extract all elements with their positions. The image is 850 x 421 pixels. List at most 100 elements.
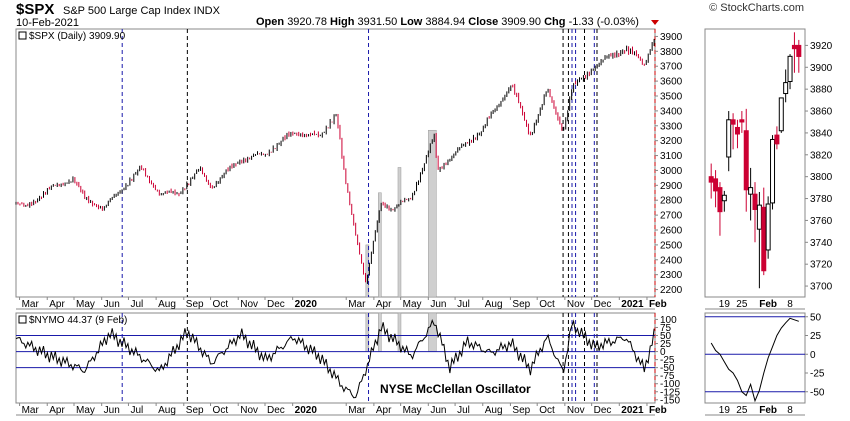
candle-body [752,193,758,210]
candle-y-tick-label: 3720 [810,260,833,271]
oscillator-y-tick-label: 100 [660,315,677,326]
oscillator-y-tick-label: 50 [660,331,672,342]
candle-body [708,176,714,183]
high-label: High [330,16,355,28]
oscillator-y-tick-label: 0 [660,347,666,358]
date-tick-label: Jun [430,299,446,310]
date-tick-label: Jul [130,299,143,310]
candle-body [748,187,754,195]
mini-y-tick-label: 25 [810,331,822,342]
high-value: 3931.50 [357,16,398,28]
oscillator-y-tick-label: -100 [660,379,680,390]
candle-body [721,194,727,202]
mini-y-tick-label: -25 [810,369,825,380]
candle-y-tick-label: 3820 [810,150,833,161]
price-y-tick-label: 2400 [660,255,683,266]
date-tick-label: Feb [649,299,667,310]
oscillator-y-tick-label: -75 [660,371,675,382]
date-tick-label: May [403,405,422,416]
candle-date-label: 19 [719,299,731,310]
shaded-period-oscillator [428,312,437,352]
oscillator-y-tick-label: -150 [660,395,680,406]
date-tick-label: Aug [158,405,176,416]
mini-oscillator-frame [704,312,806,404]
candle-body [730,119,736,125]
price-panel-frame [15,28,656,298]
date-tick-label: Apr [376,405,392,416]
date-tick-label: Aug [485,299,503,310]
price-y-tick-label: 2800 [660,196,683,207]
candle-date-label: 25 [736,299,748,310]
date-tick-label: 2020 [295,299,318,310]
date-tick-label: Jun [104,405,120,416]
oscillator-y-tick-label: 25 [660,339,672,350]
candle-body [726,119,732,158]
candle-y-tick-label: 3840 [810,128,833,139]
shaded-period-price [397,167,402,298]
low-label: Low [400,16,423,28]
price-y-tick-label: 2200 [660,285,683,296]
oscillator-y-tick-label: -50 [660,363,675,374]
candle-body [717,187,723,213]
mini-date-label: Feb [759,405,777,416]
shaded-period-oscillator [365,312,370,352]
oscillator-legend-text: $NYMO 44.37 (9 Feb) [29,315,127,326]
date-tick-label: Mar [22,299,40,310]
date-tick-label: Nov [240,405,258,416]
spx-price-series [15,38,655,284]
date-tick-label: Jul [130,405,143,416]
chg-value: -1.33 (-0.03%) [568,16,639,28]
oscillator-legend-swatch [18,315,27,324]
ohlc-readout: Open 3920.78 High 3931.50 Low 3884.94 Cl… [256,16,639,28]
mini-nymo-series [710,317,799,403]
oscillator-title: NYSE McClellan Oscillator [380,382,531,396]
open-label: Open [256,16,285,28]
candle-y-tick-label: 3780 [810,194,833,205]
price-y-tick-label: 2500 [660,240,683,251]
oscillator-y-tick-label: -25 [660,355,675,366]
candle-y-tick-label: 3760 [810,216,833,227]
nymo-series [15,319,655,399]
oscillator-y-tick-label: 75 [660,323,672,334]
mini-date-label: 8 [787,405,793,416]
last-price-marker [651,20,659,25]
date-tick-label: Apr [376,299,392,310]
date-tick-label: 2021 [621,405,644,416]
date-tick-label: Jul [457,405,470,416]
date-tick-label: Dec [267,299,285,310]
candle-y-tick-label: 3880 [810,85,833,96]
candle-body [796,44,802,57]
chg-label: Chg [544,16,566,28]
price-y-tick-label: 3700 [660,62,683,73]
mini-date-label: 19 [719,405,731,416]
date-tick-label: May [76,405,95,416]
shaded-period-price [378,192,382,298]
date-tick-label: Aug [158,299,176,310]
mini-date-label: 25 [736,405,748,416]
date-tick-label: Nov [240,299,258,310]
date-tick-label: 2021 [621,299,644,310]
close-value: 3909.90 [501,16,542,28]
price-y-tick-label: 3400 [660,106,683,117]
oscillator-panel-frame [15,312,656,404]
date-tick-label: Nov [567,299,585,310]
oscillator-y-tick-label: -125 [660,387,680,398]
candle-y-tick-label: 3800 [810,172,833,183]
candle-body [765,203,771,251]
mini-y-tick-label: 50 [810,312,822,323]
symbol: $SPX [16,1,55,18]
date-tick-label: Jun [104,299,120,310]
candle-body [739,119,745,123]
candle-y-tick-label: 3860 [810,107,833,118]
date-tick-label: Sep [512,405,530,416]
date-tick-label: Aug [485,405,503,416]
mini-y-tick-label: -50 [810,387,825,398]
candle-body [783,82,789,95]
date-tick-label: 2020 [295,405,318,416]
date-tick-label: May [76,299,95,310]
security-name: S&P 500 Large Cap Index INDX [63,5,220,17]
date-tick-label: Mar [348,405,366,416]
date-tick-label: Jul [457,299,470,310]
price-legend [18,31,27,40]
